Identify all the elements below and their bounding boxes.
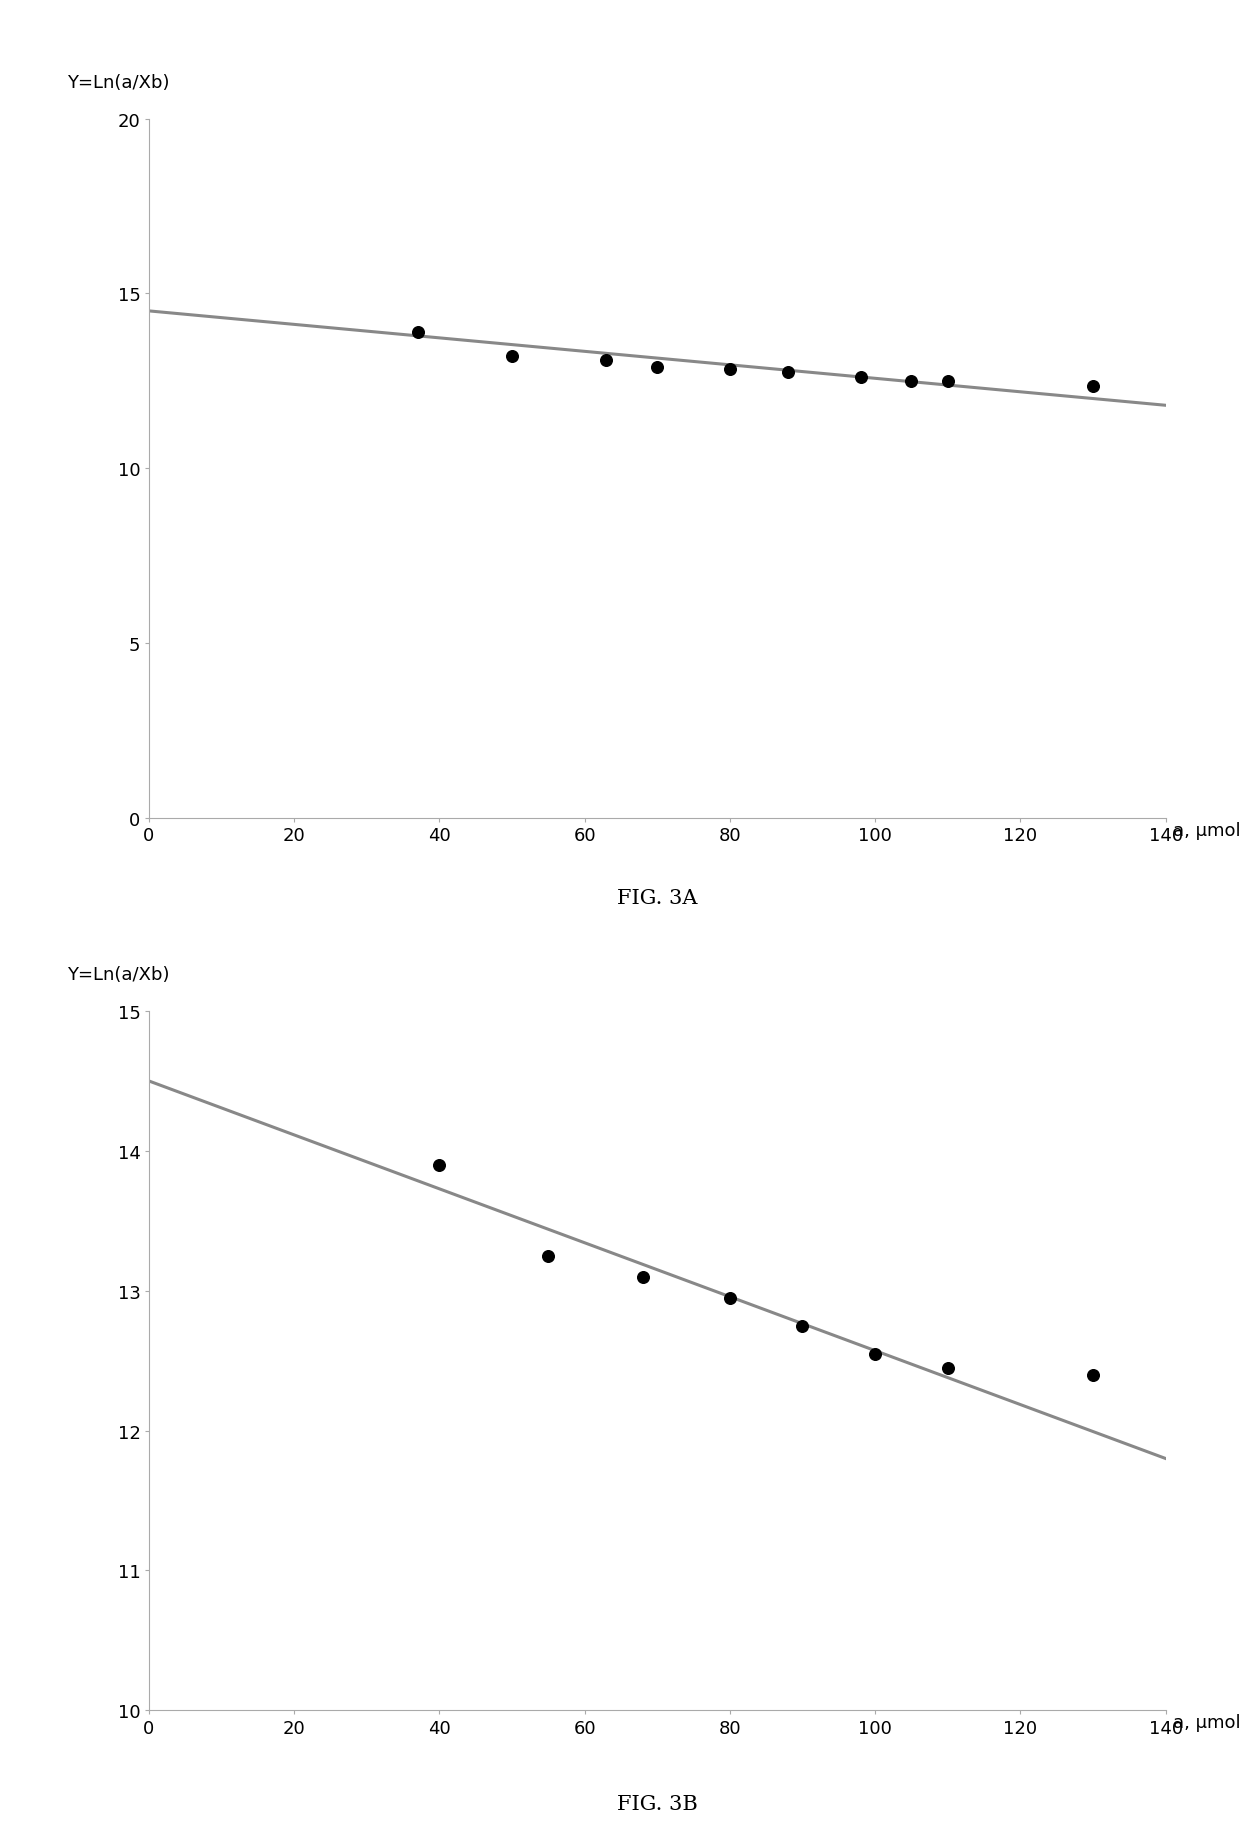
Point — [937, 1354, 957, 1383]
Point — [866, 1339, 885, 1368]
Point — [720, 1284, 740, 1313]
Text: a, μmol/g: a, μmol/g — [1173, 1714, 1240, 1730]
Text: Y=Ln(a/Xb): Y=Ln(a/Xb) — [67, 74, 170, 92]
Point — [429, 1151, 449, 1181]
Point — [777, 359, 797, 388]
Point — [408, 318, 428, 348]
Point — [1083, 371, 1102, 401]
Point — [596, 346, 616, 375]
Text: FIG. 3B: FIG. 3B — [616, 1795, 698, 1813]
Point — [901, 366, 921, 395]
Point — [792, 1311, 812, 1341]
Point — [720, 355, 740, 384]
Text: FIG. 3A: FIG. 3A — [618, 888, 697, 907]
Text: Y=Ln(a/Xb): Y=Ln(a/Xb) — [67, 965, 170, 984]
Point — [538, 1241, 558, 1271]
Point — [1083, 1361, 1102, 1390]
Point — [937, 366, 957, 395]
Point — [502, 342, 522, 371]
Point — [632, 1262, 652, 1291]
Point — [851, 364, 870, 394]
Point — [647, 353, 667, 383]
Text: a, μmol/g: a, μmol/g — [1173, 822, 1240, 839]
